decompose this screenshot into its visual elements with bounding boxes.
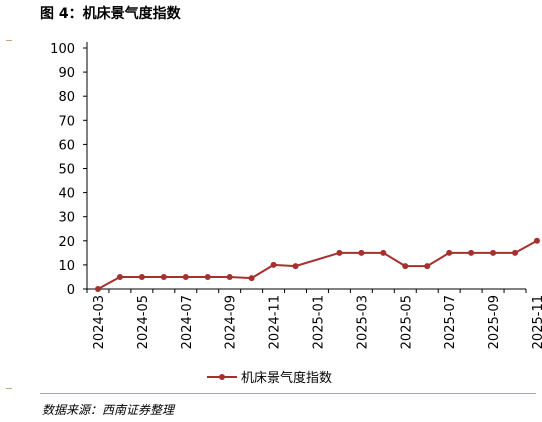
data-point — [138, 273, 145, 280]
y-tick-label: 10 — [58, 259, 75, 274]
legend-marker — [219, 374, 225, 380]
x-tick-label: 2025-07 — [443, 295, 458, 349]
data-point — [94, 286, 101, 292]
data-point — [380, 249, 387, 256]
data-point — [402, 263, 409, 270]
data-point — [116, 273, 123, 280]
legend: 机床景气度指数 — [207, 370, 332, 386]
data-point — [270, 261, 277, 268]
y-tick-label: 70 — [58, 114, 75, 129]
source-note: 数据来源：西南证券整理 — [42, 403, 175, 417]
y-tick-label: 80 — [58, 90, 75, 105]
data-point — [292, 263, 299, 270]
x-tick-label: 2024-03 — [92, 295, 107, 349]
data-point — [160, 273, 167, 280]
x-tick-label: 2024-09 — [224, 295, 239, 349]
figure-title: 图 4：机床景气度指数 — [40, 6, 181, 22]
data-point — [226, 273, 233, 280]
y-tick-label: 0 — [67, 283, 75, 298]
x-tick-label: 2025-09 — [487, 295, 502, 349]
y-axis: 0 10 20 30 40 50 60 70 80 90 100 — [50, 42, 88, 298]
x-tick-label: 2024-11 — [268, 295, 283, 349]
data-point — [490, 249, 497, 256]
data-point — [248, 275, 255, 282]
frame-marker-top — [6, 40, 12, 41]
x-tick-label: 2025-03 — [355, 295, 370, 349]
data-point — [204, 273, 211, 280]
y-tick-label: 30 — [58, 211, 75, 226]
x-tick-label: 2025-01 — [311, 295, 326, 349]
y-tick-label: 40 — [58, 187, 75, 202]
data-point — [533, 237, 540, 244]
x-tick-label: 2025-05 — [399, 295, 414, 349]
data-point — [512, 249, 519, 256]
bottom-rule — [40, 393, 536, 394]
legend-label: 机床景气度指数 — [241, 370, 332, 386]
frame-marker-bottom — [6, 388, 12, 389]
x-tick-label: 2025-11 — [531, 295, 542, 349]
data-point — [424, 263, 431, 270]
data-point — [336, 249, 343, 256]
y-tick-label: 50 — [58, 163, 75, 178]
y-tick-label: 20 — [58, 235, 75, 250]
series-line — [97, 239, 538, 290]
x-tick-label: 2024-05 — [136, 295, 151, 349]
x-tick-label: 2024-07 — [180, 295, 195, 349]
data-point — [446, 249, 453, 256]
data-point — [182, 273, 189, 280]
y-tick-label: 60 — [58, 138, 75, 153]
y-tick-label: 90 — [58, 66, 75, 81]
x-axis: 2024-03 2024-05 2024-07 2024-09 2024-11 2025-… — [86, 288, 542, 349]
plot-area — [94, 237, 540, 292]
y-tick-label: 100 — [50, 42, 75, 57]
data-point — [358, 249, 365, 256]
data-point — [468, 249, 475, 256]
